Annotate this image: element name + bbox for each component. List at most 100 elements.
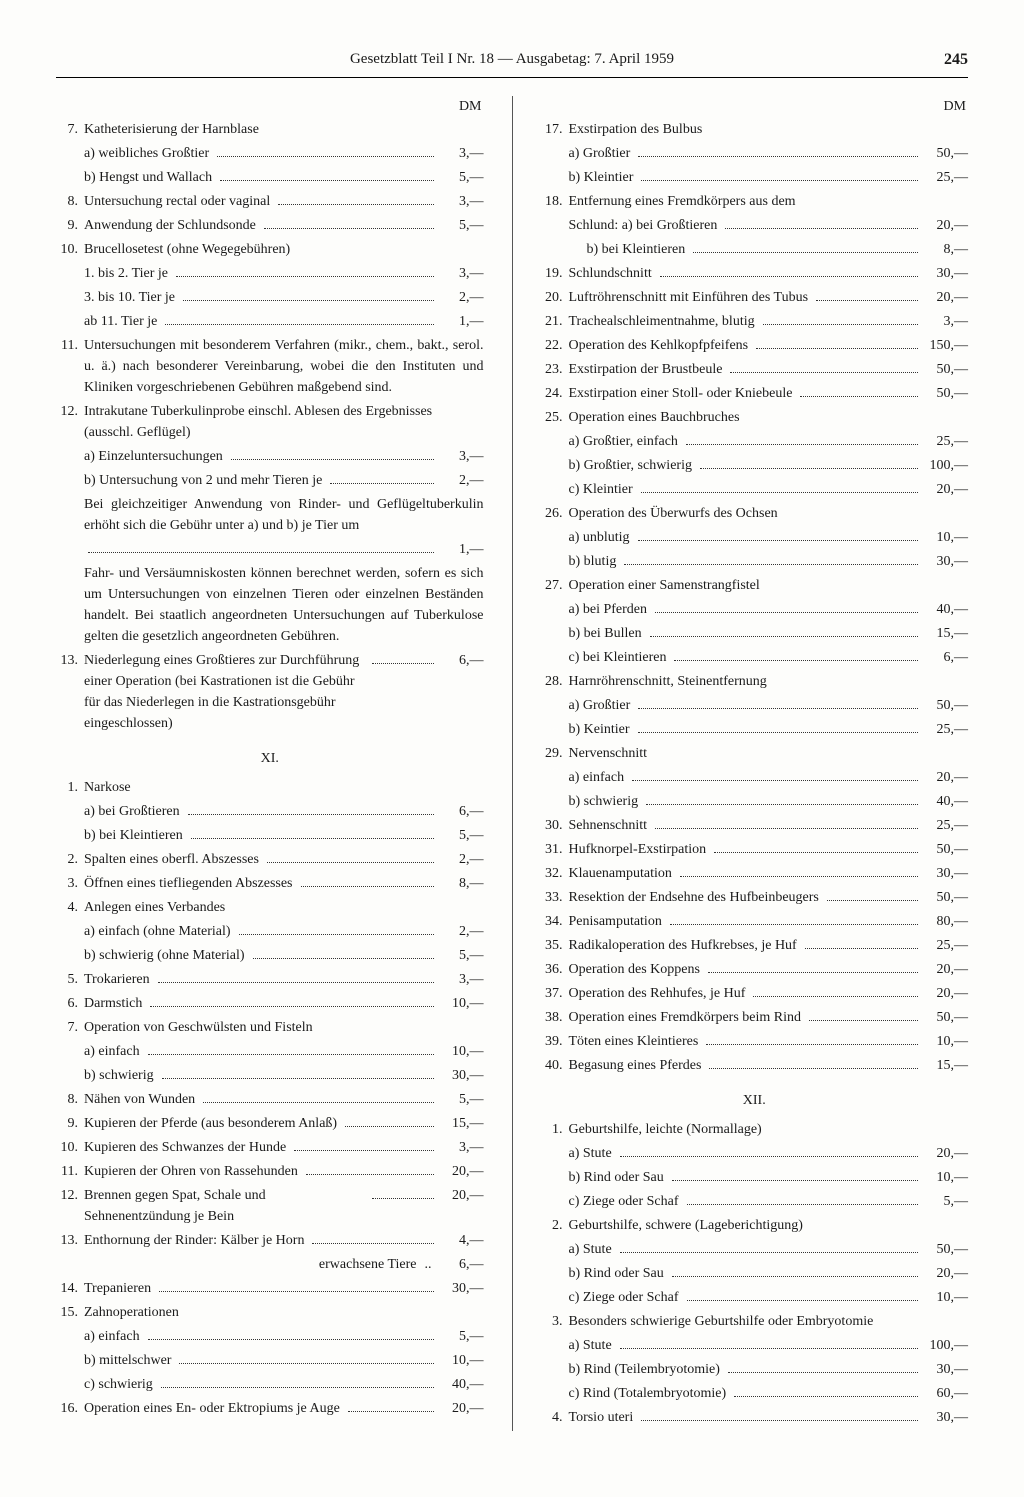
item-number: 3.	[541, 1311, 563, 1332]
item-number: 9.	[56, 215, 78, 236]
list-item: 1. Geburtshilfe, leichte (Normallage)	[541, 1119, 969, 1140]
item-text: Resektion der Endsehne des Hufbeinbeuger…	[569, 887, 823, 908]
list-item: a) Stute50,—	[541, 1239, 969, 1260]
item-text: Anlegen eines Verbandes	[84, 897, 484, 918]
item-price: 80,—	[922, 911, 968, 932]
list-item: 40.Begasung eines Pferdes15,—	[541, 1055, 969, 1076]
item-number: 25.	[541, 407, 563, 428]
list-item: 12.Brennen gegen Spat, Schale und Sehnen…	[56, 1185, 484, 1227]
item-price: 3,—	[438, 263, 484, 284]
list-item: 27.Operation einer Samenstrangfistel	[541, 575, 969, 596]
item-number: 20.	[541, 287, 563, 308]
list-item: 21.Trachealschleimentnahme, blutig3,—	[541, 311, 969, 332]
item-price: 8,—	[922, 239, 968, 260]
item-price: 20,—	[438, 1185, 484, 1206]
item-price: 50,—	[922, 887, 968, 908]
item-price: 6,—	[438, 650, 484, 671]
item-text: Kupieren der Pferde (aus besonderem Anla…	[84, 1113, 341, 1134]
item-text: Intrakutane Tuberkulinprobe einschl. Abl…	[84, 401, 484, 443]
item-price: 5,—	[438, 825, 484, 846]
item-price: 10,—	[922, 1287, 968, 1308]
item-text: Enthornung der Rinder: Kälber je Horn	[84, 1230, 308, 1251]
list-item: a) bei Pferden40,—	[541, 599, 969, 620]
item-number: 4.	[541, 1407, 563, 1428]
item-price: 30,—	[922, 1407, 968, 1428]
list-item: 6.Darmstich10,—	[56, 993, 484, 1014]
item-number: 13.	[56, 650, 78, 671]
right-column: DM 17.Exstirpation des Bulbusa) Großtier…	[541, 96, 969, 1431]
item-price: 25,—	[922, 935, 968, 956]
item-number: 9.	[56, 1113, 78, 1134]
item-number: 36.	[541, 959, 563, 980]
item-price: 50,—	[922, 383, 968, 404]
item-price: 5,—	[438, 215, 484, 236]
item-number: 30.	[541, 815, 563, 836]
list-item: b) Keintier25,—	[541, 719, 969, 740]
list-item: 26.Operation des Überwurfs des Ochsen	[541, 503, 969, 524]
currency-header-left: DM	[56, 96, 484, 117]
item-text: Zahnoperationen	[84, 1302, 484, 1323]
list-item: Schlund: a) bei Großtieren20,—	[541, 215, 969, 236]
list-item: 39.Töten eines Kleintieres10,—	[541, 1031, 969, 1052]
item-price: 40,—	[438, 1374, 484, 1395]
list-item: 31.Hufknorpel-Exstirpation50,—	[541, 839, 969, 860]
item-text: c) bei Kleintieren	[569, 647, 671, 668]
item-text: Hufknorpel-Exstirpation	[569, 839, 711, 860]
item-price: 3,—	[438, 446, 484, 467]
item-number: 40.	[541, 1055, 563, 1076]
list-item: 9. Kupieren der Pferde (aus besonderem An…	[56, 1113, 484, 1134]
list-item: a) einfach10,—	[56, 1041, 484, 1062]
item-price: 20,—	[922, 287, 968, 308]
list-item: 2.Geburtshilfe, schwere (Lageberichtigun…	[541, 1215, 969, 1236]
list-item: b) schwierig (ohne Material)5,—	[56, 945, 484, 966]
item-price: 5,—	[438, 1089, 484, 1110]
item-price: 30,—	[922, 863, 968, 884]
item-number: 2.	[541, 1215, 563, 1236]
list-item: 8.Untersuchung rectal oder vaginal3,—	[56, 191, 484, 212]
item-price: 3,—	[438, 191, 484, 212]
list-item: 32.Klauenamputation30,—	[541, 863, 969, 884]
list-item: c) schwierig40,—	[56, 1374, 484, 1395]
list-item: b) Großtier, schwierig100,—	[541, 455, 969, 476]
item-price: 2,—	[438, 287, 484, 308]
item-price: 10,—	[922, 527, 968, 548]
item-text: Öffnen eines tiefliegenden Abszesses	[84, 873, 297, 894]
item-text: a) einfach	[84, 1041, 144, 1062]
item-number: 1.	[541, 1119, 563, 1140]
item-price: 5,—	[438, 167, 484, 188]
list-item: c) Ziege oder Schaf5,—	[541, 1191, 969, 1212]
item-price: 50,—	[922, 695, 968, 716]
list-item: a) Stute100,—	[541, 1335, 969, 1356]
item-note: Fahr- und Versäumniskosten können berech…	[56, 563, 484, 647]
item-text: Operation einer Samenstrangfistel	[569, 575, 969, 596]
item-price: 10,—	[438, 993, 484, 1014]
item-text: Kupieren der Ohren von Rassehunden	[84, 1161, 302, 1182]
list-item: 7.Operation von Geschwülsten und Fisteln	[56, 1017, 484, 1038]
item-text: b) bei Kleintieren	[587, 239, 690, 260]
item-price: 50,—	[922, 143, 968, 164]
item-price: 1,—	[438, 311, 484, 332]
item-text: Begasung eines Pferdes	[569, 1055, 706, 1076]
item-number: 19.	[541, 263, 563, 284]
list-item: 15.Zahnoperationen	[56, 1302, 484, 1323]
item-price: 5,—	[438, 1326, 484, 1347]
list-item: 11.Kupieren der Ohren von Rassehunden20,…	[56, 1161, 484, 1182]
list-item: 11.Untersuchungen mit besonderem Verfahr…	[56, 335, 484, 398]
item-price: 5,—	[922, 1191, 968, 1212]
list-item: 8.Nähen von Wunden5,—	[56, 1089, 484, 1110]
item-number: 37.	[541, 983, 563, 1004]
item-price: 6,—	[438, 801, 484, 822]
item-text: Geburtshilfe, leichte (Normallage)	[569, 1119, 969, 1140]
item-number: 3.	[56, 873, 78, 894]
item-text: b) schwierig	[569, 791, 643, 812]
item-text: Operation eines En- oder Ektropiums je A…	[84, 1398, 344, 1419]
item-text: Luftröhrenschnitt mit Einführen des Tubu…	[569, 287, 813, 308]
item-text: Brucellosetest (ohne Wegegebühren)	[84, 239, 484, 260]
item-text: Untersuchung rectal oder vaginal	[84, 191, 274, 212]
list-item: 29.Nervenschnitt	[541, 743, 969, 764]
item-price: 10,—	[438, 1350, 484, 1371]
item-text: c) Rind (Totalembryotomie)	[569, 1383, 731, 1404]
item-price: 5,—	[438, 945, 484, 966]
item-price: 3,—	[922, 311, 968, 332]
item-text: Operation eines Fremdkörpers beim Rind	[569, 1007, 806, 1028]
